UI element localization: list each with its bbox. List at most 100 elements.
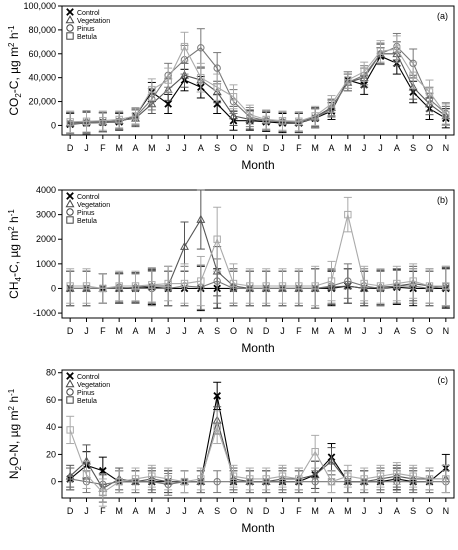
- series-betula: [66, 31, 450, 134]
- y-axis-title-part: CH: [7, 281, 21, 298]
- data-point: [262, 282, 270, 290]
- panel-label: (c): [438, 375, 449, 385]
- x-tick-label: M: [115, 143, 123, 153]
- x-tick-label: A: [198, 506, 204, 516]
- data-point: [295, 475, 303, 483]
- legend-marker: [66, 216, 74, 224]
- data-point: [82, 282, 91, 290]
- data-point: [344, 472, 352, 480]
- y-axis-title-part: 2: [14, 465, 23, 470]
- data-point: [180, 241, 189, 250]
- x-tick-label: J: [280, 143, 285, 153]
- x-tick-label: A: [394, 326, 400, 336]
- legend-label: Pinus: [77, 210, 95, 217]
- legend-label: Vegetation: [77, 202, 110, 209]
- plot-frame: [61, 5, 455, 136]
- legend-label: Betula: [77, 398, 97, 405]
- legend-marker: [66, 388, 74, 396]
- data-point: [197, 44, 205, 52]
- data-point: [66, 118, 74, 126]
- y-tick-label: 0: [51, 477, 56, 487]
- x-tick-label: J: [166, 326, 171, 336]
- x-tick-label: N: [443, 143, 450, 153]
- y-axis-title-part: 2: [7, 405, 16, 410]
- x-tick-label: O: [230, 143, 237, 153]
- data-point: [213, 477, 221, 486]
- x-tick-label: J: [362, 143, 367, 153]
- data-point: [376, 472, 385, 480]
- series-line: [70, 53, 447, 124]
- plot-frame: [61, 189, 455, 319]
- y-axis-title-part: -C, µg m: [7, 231, 21, 277]
- x-tick-label: O: [230, 506, 237, 516]
- x-tick-label: A: [394, 506, 400, 516]
- x-tick-label: A: [328, 506, 334, 516]
- y-axis-title-part: 2: [7, 42, 16, 47]
- x-tick-label: N: [443, 326, 450, 336]
- y-axis-title-part: -1: [7, 209, 16, 217]
- x-tick-label: M: [148, 326, 156, 336]
- x-tick-label: F: [296, 326, 302, 336]
- y-tick-label: 2000: [36, 234, 56, 244]
- data-point: [360, 67, 368, 76]
- data-point: [229, 279, 238, 288]
- data-point: [131, 112, 140, 120]
- series-line: [69, 395, 447, 483]
- data-point: [311, 448, 319, 456]
- data-point: [360, 279, 368, 288]
- data-point: [213, 423, 221, 431]
- data-point: [115, 477, 123, 486]
- x-tick-label: J: [166, 506, 171, 516]
- data-point: [393, 469, 401, 478]
- x-tick-label: S: [214, 326, 220, 336]
- x-tick-label: D: [67, 506, 74, 516]
- y-axis-title: CO2-C, µg m2 h-1: [7, 25, 23, 116]
- panel-label: (a): [437, 11, 448, 21]
- data-point: [246, 475, 254, 483]
- x-tick-label: F: [296, 143, 302, 153]
- data-point: [442, 282, 450, 290]
- data-point: [425, 282, 434, 290]
- x-tick-label: J: [362, 326, 367, 336]
- y-tick-label: 60: [46, 395, 56, 405]
- data-point: [262, 475, 270, 483]
- data-point: [311, 282, 319, 290]
- data-point: [213, 83, 221, 91]
- x-tick-label: A: [328, 143, 334, 153]
- data-point: [327, 100, 336, 108]
- y-axis-title-part: h: [7, 216, 21, 226]
- y-tick-label: 100,000: [23, 1, 56, 11]
- y-tick-label: 60,000: [28, 49, 56, 59]
- y-tick-label: 20,000: [28, 97, 56, 107]
- data-point: [164, 279, 172, 288]
- x-tick-label: F: [100, 326, 106, 336]
- legend-marker: [65, 379, 75, 388]
- legend-marker: [66, 396, 74, 404]
- x-tick-label: A: [132, 326, 138, 336]
- data-point: [360, 475, 368, 483]
- data-point: [393, 279, 401, 288]
- data-point: [197, 73, 205, 82]
- legend-marker: [65, 199, 75, 208]
- x-tick-label: O: [426, 143, 433, 153]
- data-point: [425, 88, 434, 96]
- data-point: [229, 93, 238, 101]
- data-point: [295, 117, 303, 125]
- x-tick-label: N: [443, 506, 450, 516]
- y-axis-title-part: -1: [7, 25, 16, 33]
- data-point: [148, 281, 156, 289]
- x-tick-label: A: [132, 143, 138, 153]
- data-point: [311, 112, 319, 120]
- series-vegetation: [65, 189, 451, 309]
- data-point: [197, 475, 205, 483]
- y-axis-title-part: h: [7, 32, 21, 42]
- legend-label: Pinus: [77, 26, 95, 33]
- data-point: [425, 475, 434, 483]
- data-point: [278, 282, 287, 290]
- x-tick-label: S: [410, 326, 416, 336]
- x-tick-label: M: [311, 506, 319, 516]
